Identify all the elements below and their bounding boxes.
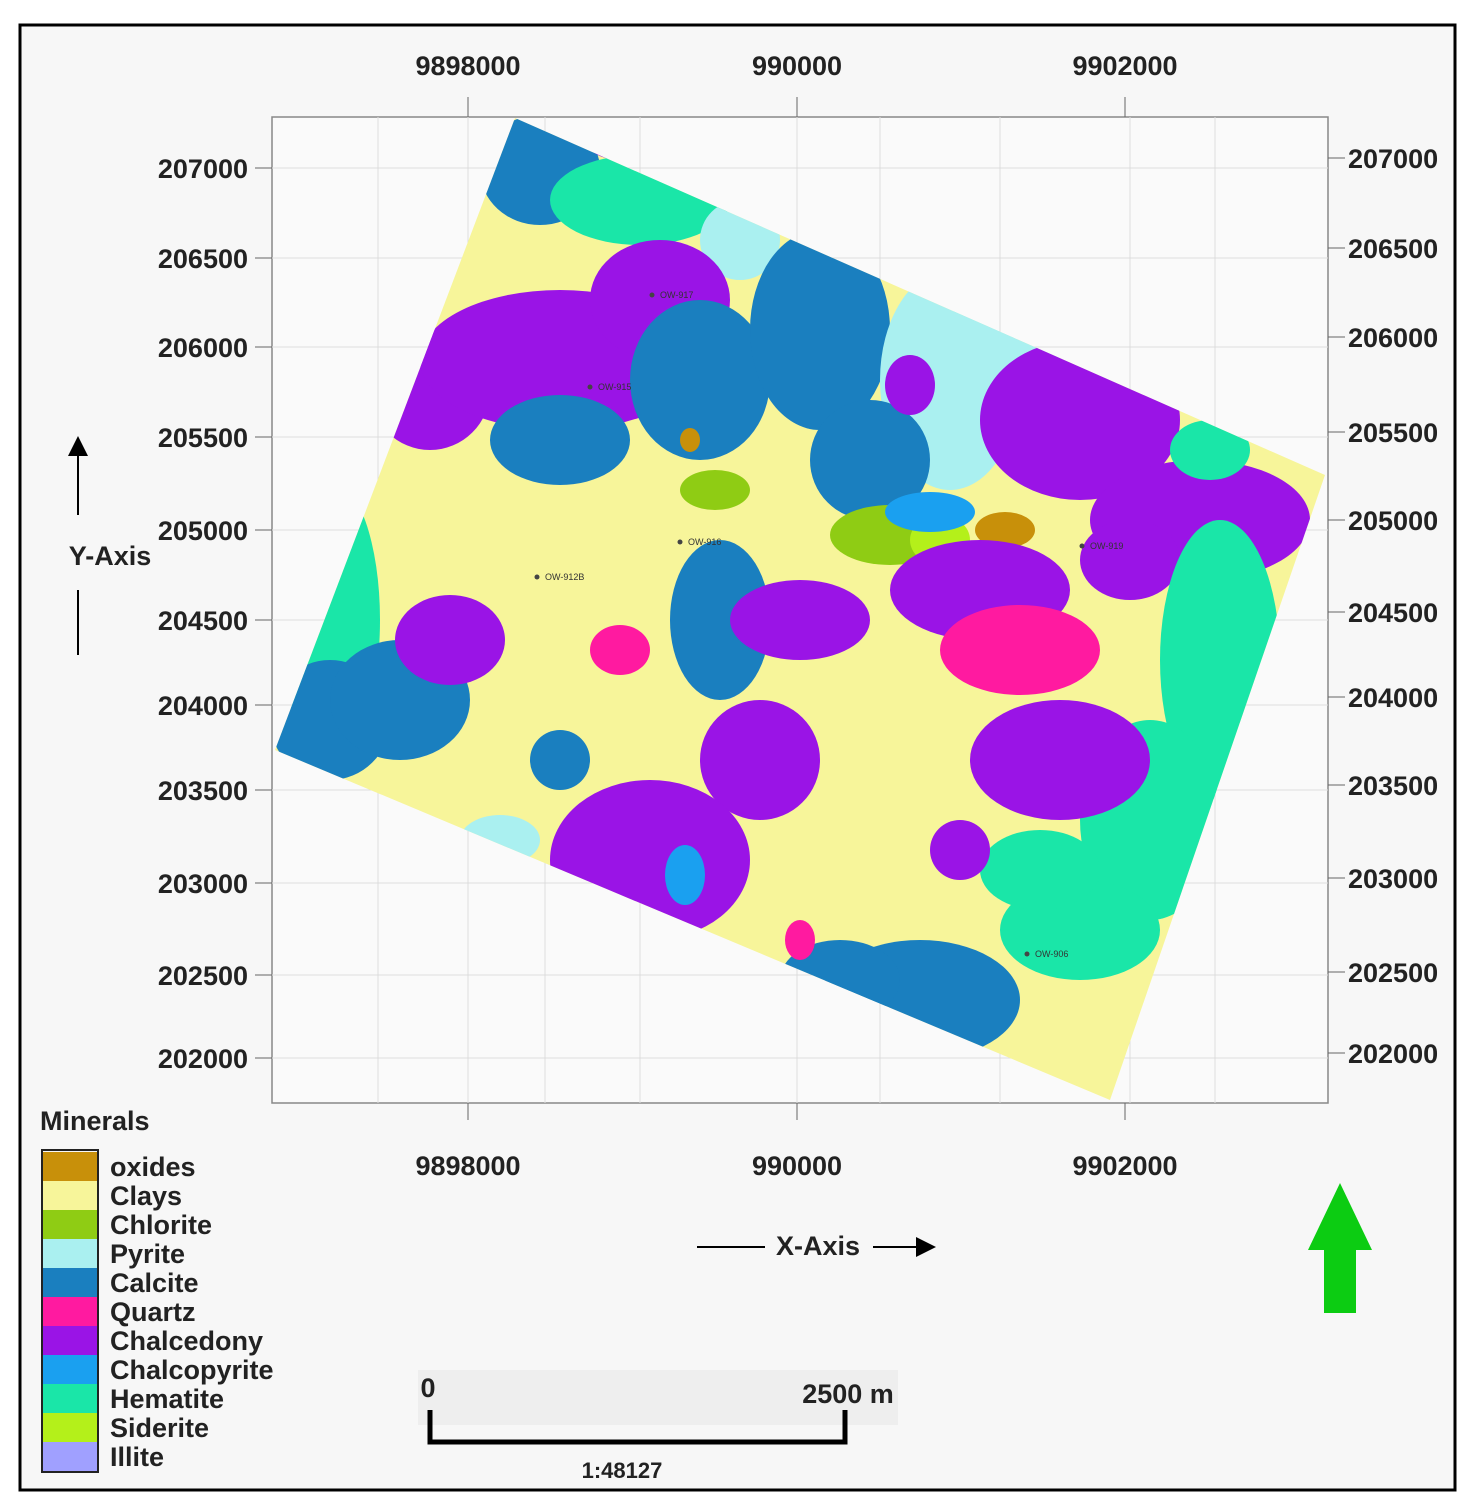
mineral-zone bbox=[530, 730, 590, 790]
y-tick-label-right: 204000 bbox=[1348, 683, 1438, 713]
mineral-zone bbox=[785, 920, 815, 960]
mineral-zone bbox=[395, 595, 505, 685]
legend-swatch bbox=[43, 1181, 97, 1210]
y-tick-label-right: 204500 bbox=[1348, 598, 1438, 628]
legend-label: oxides bbox=[110, 1152, 196, 1182]
mineral-zone bbox=[970, 700, 1150, 820]
north-arrow[interactable] bbox=[1308, 1183, 1372, 1313]
mineral-zone bbox=[590, 625, 650, 675]
y-tick-label-left: 202500 bbox=[158, 961, 248, 991]
mineral-zone bbox=[630, 300, 770, 460]
y-axis-label: Y-Axis bbox=[69, 541, 152, 571]
mineral-zone bbox=[670, 540, 770, 700]
legend-box bbox=[41, 1149, 99, 1473]
scale-ratio: 1:48127 bbox=[582, 1458, 663, 1483]
y-tick-label-right: 206500 bbox=[1348, 234, 1438, 264]
mineral-zone bbox=[750, 230, 890, 430]
well-marker bbox=[1079, 543, 1085, 549]
y-tick-label-right: 205000 bbox=[1348, 506, 1438, 536]
x-tick-label-top: 9898000 bbox=[415, 51, 520, 81]
legend-swatch bbox=[43, 1355, 97, 1384]
y-tick-label-right: 203500 bbox=[1348, 771, 1438, 801]
y-tick-label-right: 203000 bbox=[1348, 864, 1438, 894]
legend-label: Calcite bbox=[110, 1268, 199, 1298]
x-tick-label-bottom: 9898000 bbox=[415, 1151, 520, 1181]
y-tick-label-left: 204500 bbox=[158, 606, 248, 636]
well-label: OW-912B bbox=[545, 572, 584, 582]
y-tick-label-left: 206500 bbox=[158, 244, 248, 274]
legend-label: Quartz bbox=[110, 1297, 196, 1327]
y-tick-label-right: 202500 bbox=[1348, 958, 1438, 988]
y-tick-label-left: 206000 bbox=[158, 333, 248, 363]
y-tick-label-left: 203500 bbox=[158, 776, 248, 806]
y-tick-label-right: 205500 bbox=[1348, 418, 1438, 448]
y-tick-label-right: 207000 bbox=[1348, 144, 1438, 174]
legend-label: Chalcedony bbox=[110, 1326, 263, 1356]
well-label: OW-906 bbox=[1035, 949, 1068, 959]
scale-bar bbox=[427, 1410, 848, 1445]
legend-swatch bbox=[43, 1384, 97, 1413]
well-label: OW-915 bbox=[598, 382, 631, 392]
mineral-zone bbox=[680, 470, 750, 510]
legend-swatch bbox=[43, 1152, 97, 1181]
legend-label: Chalcopyrite bbox=[110, 1355, 274, 1385]
legend-swatch bbox=[43, 1268, 97, 1297]
y-tick-label-left: 203000 bbox=[158, 869, 248, 899]
well-label: OW-917 bbox=[660, 290, 693, 300]
well-label: OW-916 bbox=[688, 537, 721, 547]
mineral-zone bbox=[1080, 520, 1180, 600]
legend-swatch bbox=[43, 1239, 97, 1268]
legend-label: Illite bbox=[110, 1442, 164, 1472]
legend-swatch bbox=[43, 1326, 97, 1355]
y-tick-label-left: 202000 bbox=[158, 1044, 248, 1074]
y-tick-label-left: 204000 bbox=[158, 691, 248, 721]
mineral-zone bbox=[730, 580, 870, 660]
x-tick-label-top: 990000 bbox=[752, 51, 842, 81]
x-axis-label: X-Axis bbox=[776, 1231, 860, 1261]
x-tick-label-bottom: 9902000 bbox=[1072, 1151, 1177, 1181]
well-marker bbox=[534, 574, 540, 580]
x-tick-label-bottom: 990000 bbox=[752, 1151, 842, 1181]
mineral-zone bbox=[940, 605, 1100, 695]
legend-label: Siderite bbox=[110, 1413, 209, 1443]
well-marker bbox=[677, 539, 683, 545]
legend-label: Pyrite bbox=[110, 1239, 185, 1269]
mineral-zone bbox=[975, 512, 1035, 548]
mineral-zone bbox=[490, 395, 630, 485]
x-tick-label-top: 9902000 bbox=[1072, 51, 1177, 81]
scale-bg bbox=[418, 1370, 898, 1425]
legend-label: Clays bbox=[110, 1181, 182, 1211]
mineral-zone bbox=[680, 428, 700, 452]
mineral-zone bbox=[700, 700, 820, 820]
well-marker bbox=[587, 384, 593, 390]
legend-label: Chlorite bbox=[110, 1210, 212, 1240]
mineral-zone bbox=[885, 355, 935, 415]
mineral-zone bbox=[885, 492, 975, 532]
legend-swatch bbox=[43, 1210, 97, 1239]
y-tick-label-left: 207000 bbox=[158, 154, 248, 184]
legend-label: Hematite bbox=[110, 1384, 224, 1414]
mineral-zone bbox=[1170, 420, 1250, 480]
mineral-zone bbox=[665, 845, 705, 905]
well-label: OW-919 bbox=[1090, 541, 1123, 551]
y-tick-label-right: 206000 bbox=[1348, 323, 1438, 353]
scale-start: 0 bbox=[420, 1373, 435, 1403]
legend-title: Minerals bbox=[40, 1106, 150, 1136]
legend-swatch bbox=[43, 1413, 97, 1442]
mineral-zone bbox=[930, 820, 990, 880]
legend-swatch bbox=[43, 1442, 97, 1471]
mineral-zone bbox=[810, 400, 930, 520]
y-tick-label-left: 205000 bbox=[158, 516, 248, 546]
y-tick-label-left: 205500 bbox=[158, 423, 248, 453]
legend-swatch bbox=[43, 1297, 97, 1326]
y-tick-label-right: 202000 bbox=[1348, 1039, 1438, 1069]
scale-end: 2500 m bbox=[802, 1379, 894, 1409]
well-marker bbox=[649, 292, 655, 298]
mineral-zone bbox=[980, 830, 1100, 910]
well-marker bbox=[1024, 951, 1030, 957]
